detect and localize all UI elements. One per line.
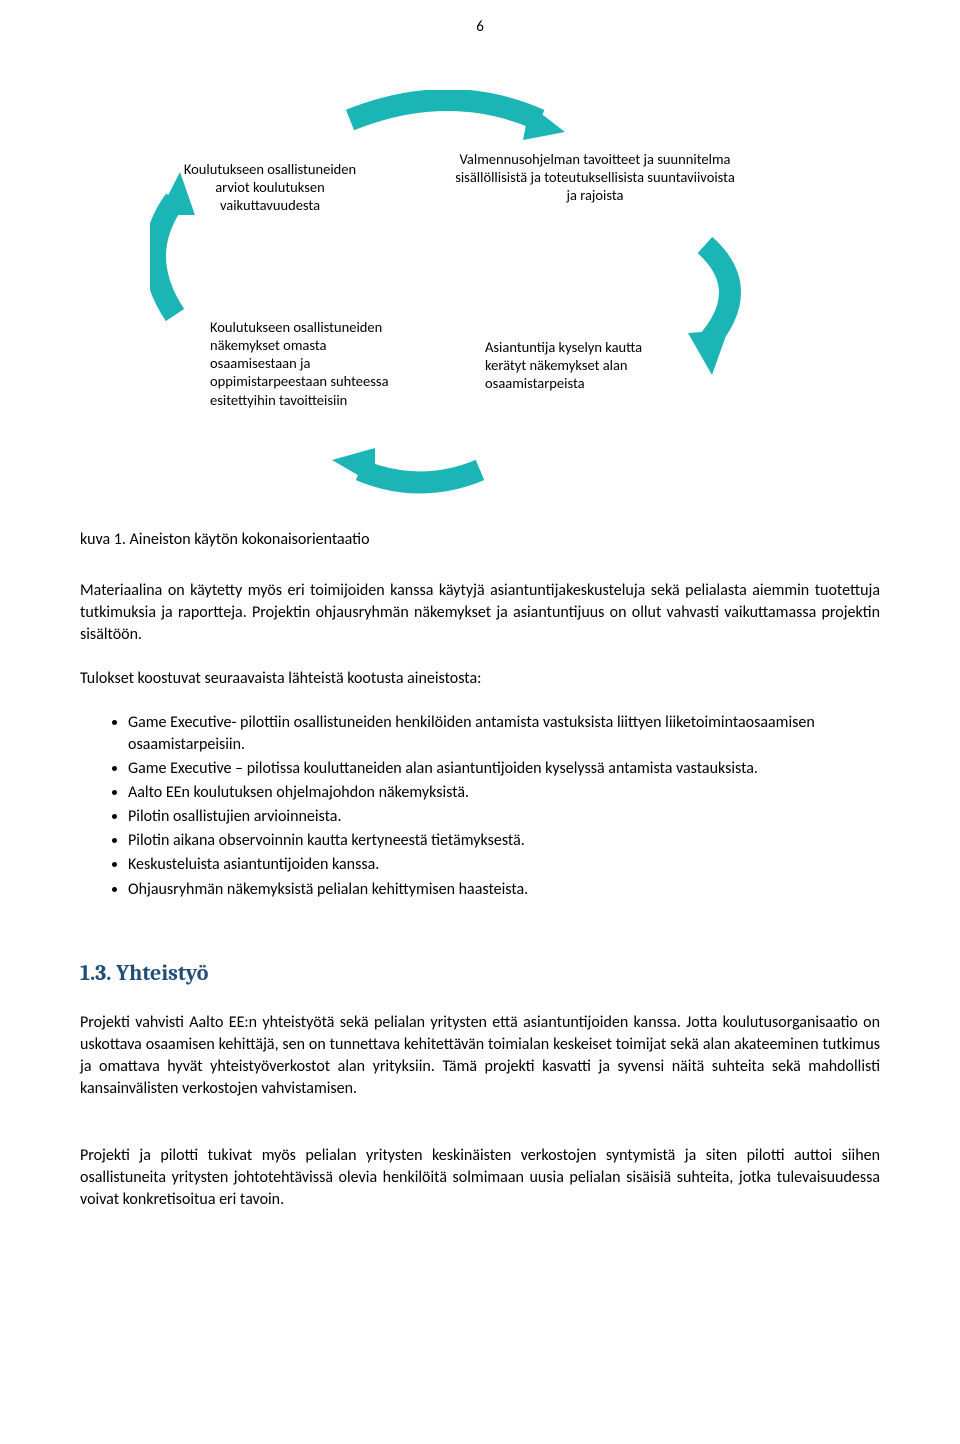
- diagram-node-top-left: Koulutukseen osallistuneiden arviot koul…: [175, 160, 365, 214]
- cycle-diagram: Koulutukseen osallistuneiden arviot koul…: [150, 90, 810, 500]
- list-item: Game Executive – pilotissa kouluttaneide…: [128, 758, 880, 780]
- section-heading: 1.3. Yhteistyö: [80, 960, 208, 986]
- diagram-node-bottom-left: Koulutukseen osallistuneiden näkemykset …: [210, 318, 395, 409]
- list-item: Keskusteluista asiantuntijoiden kanssa.: [128, 854, 880, 876]
- paragraph-1: Materiaalina on käytetty myös eri toimij…: [80, 580, 880, 646]
- list-item: Pilotin aikana observoinnin kautta kerty…: [128, 830, 880, 852]
- list-item: Pilotin osallistujien arvioinneista.: [128, 806, 880, 828]
- list-item: Game Executive- pilottiin osallistuneide…: [128, 712, 880, 756]
- list-item: Ohjausryhmän näkemyksistä pelialan kehit…: [128, 879, 880, 901]
- bullet-list: Game Executive- pilottiin osallistuneide…: [110, 712, 880, 903]
- paragraph-3: Projekti vahvisti Aalto EE:n yhteistyötä…: [80, 1012, 880, 1100]
- diagram-node-top-right: Valmennusohjelman tavoitteet ja suunnite…: [450, 150, 740, 204]
- paragraph-2: Tulokset koostuvat seuraavaista lähteist…: [80, 668, 880, 690]
- paragraph-4: Projekti ja pilotti tukivat myös peliala…: [80, 1145, 880, 1211]
- diagram-node-bottom-right: Asiantuntija kyselyn kautta kerätyt näke…: [485, 338, 670, 392]
- figure-caption: kuva 1. Aineiston käytön kokonaisorienta…: [80, 530, 370, 549]
- list-item: Aalto EEn koulutuksen ohjelmajohdon näke…: [128, 782, 880, 804]
- page-number: 6: [0, 18, 960, 36]
